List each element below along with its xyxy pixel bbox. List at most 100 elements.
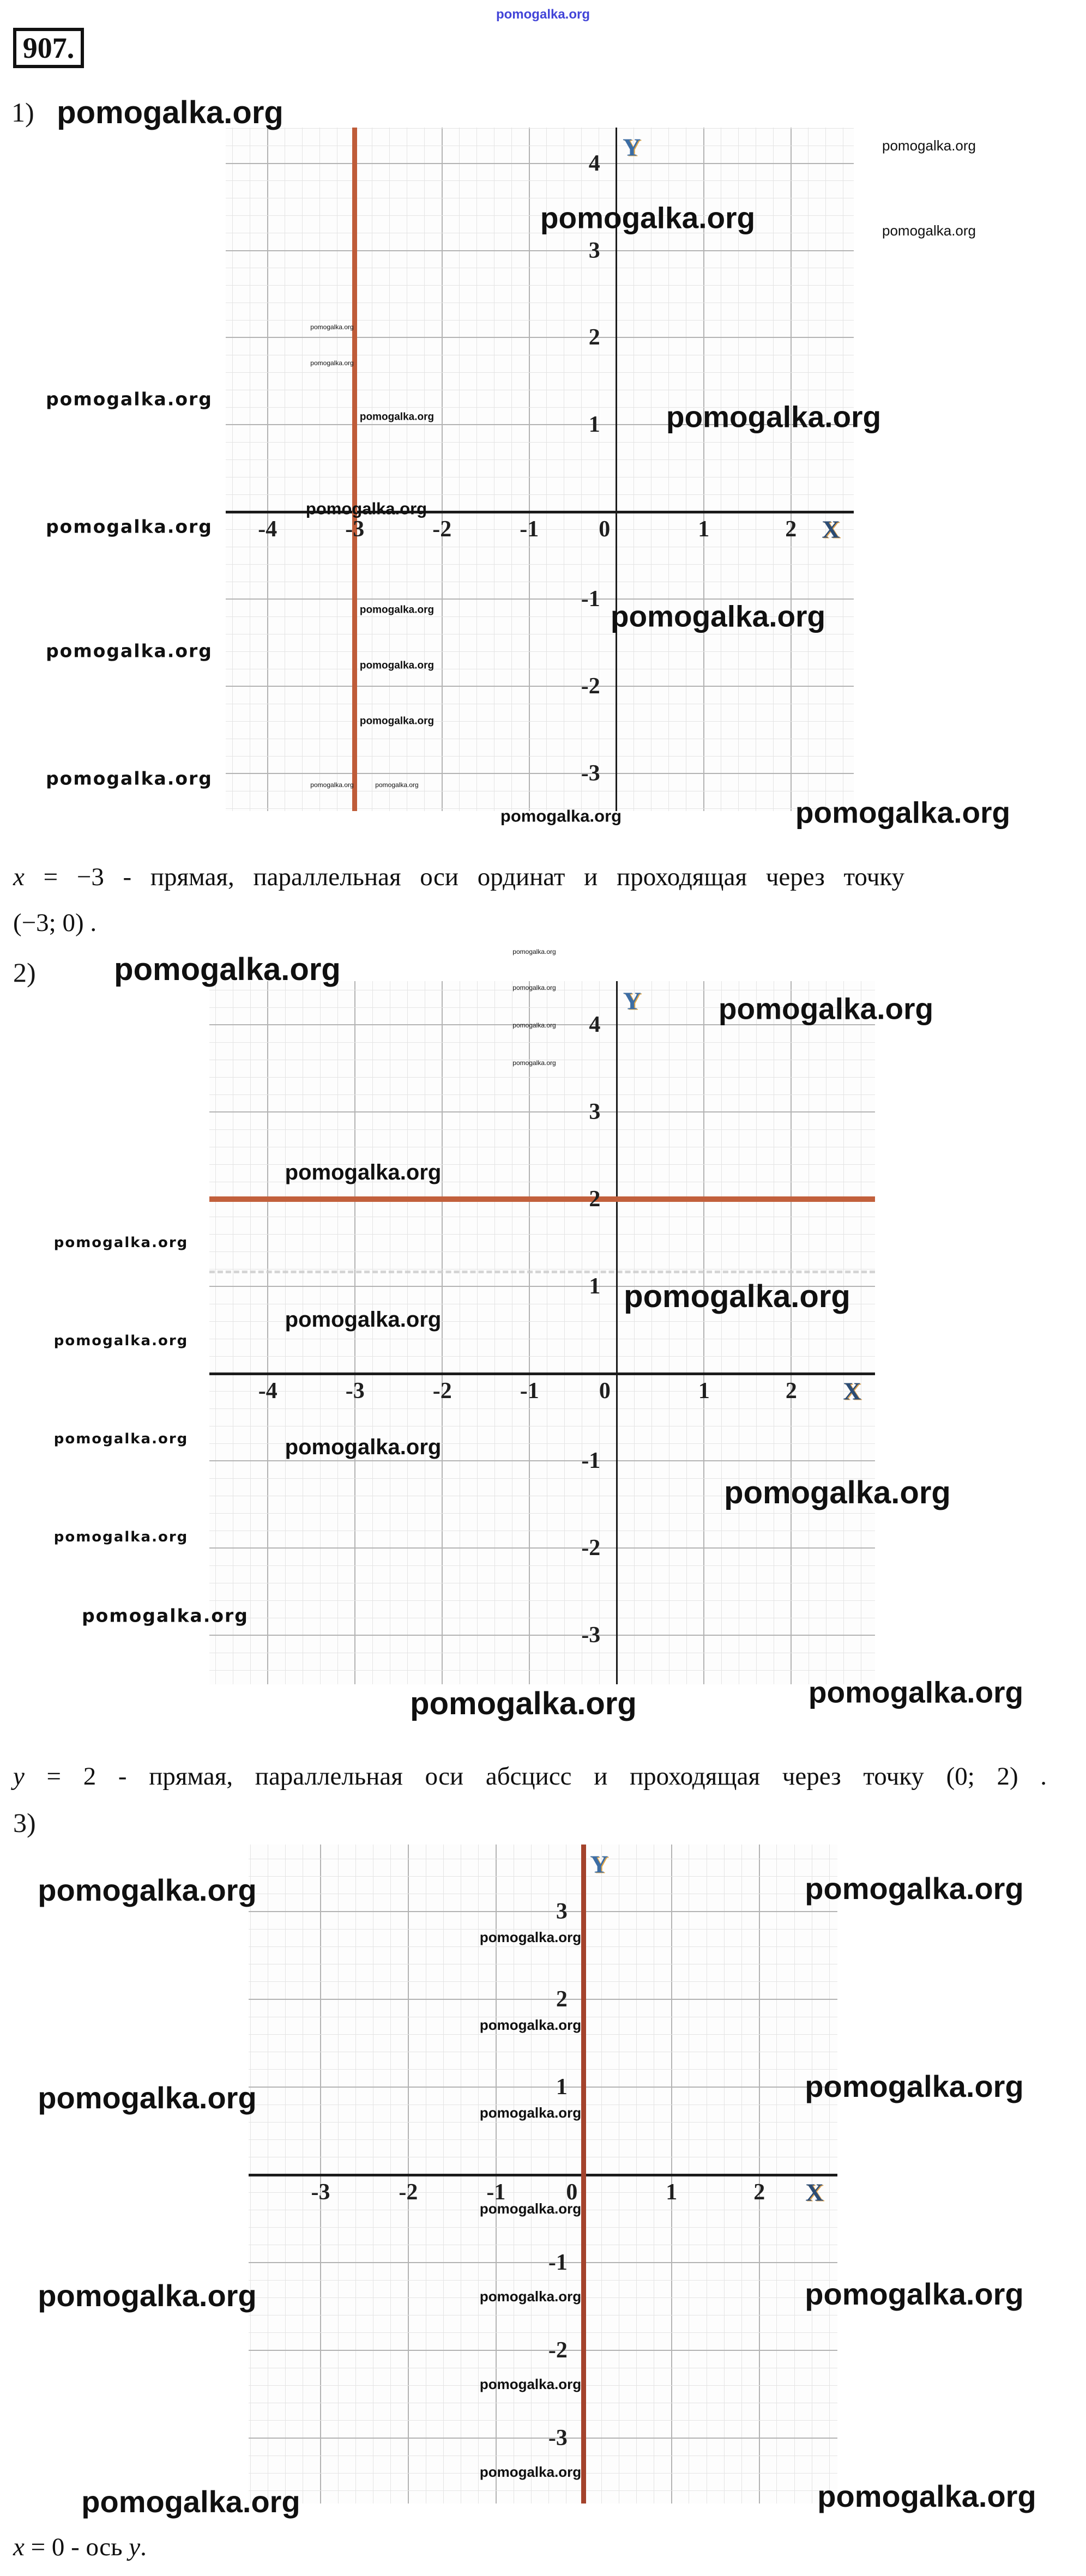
gridline-vertical [564,981,565,1684]
y-axis-letter: Y [623,987,641,1015]
site-watermark: pomogalka.org [53,1431,189,1447]
gridline-vertical [825,128,826,811]
gridline-horizontal [226,424,854,426]
x-tick-label: 2 [785,1378,797,1404]
y-tick-label: 1 [589,1274,601,1299]
gridline-horizontal [209,1408,875,1409]
site-watermark: pomogalka.org [805,2069,1024,2103]
gridline-horizontal [209,1460,875,1462]
x-axis-line [249,2173,837,2176]
y-tick-label: 3 [589,1099,601,1125]
x-tick-label: -4 [258,517,277,542]
x-tick-label: -1 [520,1378,539,1404]
gridline-vertical [424,128,425,811]
gridline-horizontal [209,1077,875,1078]
gridline-horizontal [249,2069,837,2070]
math-var-x2: x [13,2533,25,2561]
graph-y-equals-2: -4 -3 -2 -1 0 1 2 4 3 2 1 -1 -2 -3 X Y [209,981,875,1684]
gridline-horizontal [249,1876,837,1877]
gridline-horizontal [226,407,854,408]
gridline-vertical [599,981,600,1684]
x-tick-label: 1 [698,517,710,542]
gridline-horizontal [249,2332,837,2333]
x-tick-label: -4 [258,1378,277,1404]
gridline-horizontal [226,337,854,338]
plotted-line [352,128,358,811]
gridline-horizontal [249,1946,837,1948]
gridline-horizontal [249,2034,837,2035]
y-tick-label: -1 [581,1448,601,1474]
gridline-vertical [267,128,268,811]
site-watermark: pomogalka.org [882,137,976,154]
gridline-vertical [808,128,809,811]
gridline-horizontal [226,651,854,652]
y-axis-line [616,128,618,811]
solution-text-1: x = −3 - прямая, параллельная оси ордина… [13,855,904,946]
gridline-vertical [790,128,792,811]
gridline-horizontal [226,529,854,530]
gridline-horizontal [226,755,854,757]
gridline-vertical [319,128,321,811]
gridline-horizontal [249,1928,837,1930]
gridline-vertical [441,128,443,811]
gridline-horizontal [249,1999,837,2000]
gridline-horizontal [249,2262,837,2264]
gridline-horizontal [226,721,854,722]
x-tick-label: -2 [399,2180,418,2205]
gridline-vertical [285,981,286,1684]
gridline-vertical [337,981,338,1684]
y-tick-label: 2 [589,1187,601,1212]
gridline-horizontal [249,2122,837,2123]
x-tick-label: -3 [311,2180,330,2205]
site-watermark: pomogalka.org [46,388,213,410]
gridline-vertical [442,981,443,1684]
gridline-horizontal [226,372,854,373]
x-tick-label: -3 [345,517,365,542]
gridline-vertical [511,128,512,811]
gridline-vertical [843,981,844,1684]
gridline-horizontal [226,459,854,460]
gridline-vertical [546,128,547,811]
gridline-vertical [232,128,233,811]
gridline-horizontal [249,2350,837,2351]
gridline-horizontal [249,2385,837,2386]
y-tick-label: 3 [556,1899,568,1925]
site-watermark: pomogalka.org [410,1686,637,1721]
plotted-line [209,1196,875,1202]
x-tick-label: -2 [432,1378,452,1404]
gridline-horizontal [249,2297,837,2298]
site-watermark: pomogalka.org [882,222,976,239]
x-tick-label: 2 [753,2180,765,2205]
gridline-horizontal [209,1042,875,1043]
gridline-vertical [634,981,635,1684]
x-tick-label: -1 [486,2180,506,2205]
gridline-horizontal [249,2192,837,2193]
section-label-2: 2) [13,957,36,988]
gridline-horizontal [226,598,854,600]
y-tick-label: -1 [548,2250,568,2276]
gridline-vertical [703,981,705,1684]
y-tick-label: 3 [588,238,600,263]
gridline-horizontal [209,1390,875,1392]
site-watermark: pomogalka.org [805,1871,1024,1906]
y-tick-label: 1 [556,2075,568,2100]
site-watermark: pomogalka.org [805,2277,1024,2311]
x-tick-label: 0 [599,517,611,542]
gridline-horizontal [209,1478,875,1479]
gridline-vertical [459,128,460,811]
y-tick-label: 1 [588,412,600,438]
y-tick-label: 4 [588,150,600,176]
gridline-horizontal [209,1600,875,1601]
gridline-vertical [354,981,356,1684]
site-watermark: pomogalka.org [46,516,213,537]
gridline-horizontal [249,1981,837,1982]
gridline-horizontal [209,1233,875,1235]
gridline-horizontal [226,180,854,182]
site-watermark: pomogalka.org [53,1333,189,1349]
x-tick-label: 2 [785,517,797,542]
x-axis-letter: X [822,515,840,543]
x-axis-line [209,1372,875,1375]
y-tick-label: 2 [556,1987,568,2012]
site-watermark: pomogalka.org [38,2081,257,2115]
